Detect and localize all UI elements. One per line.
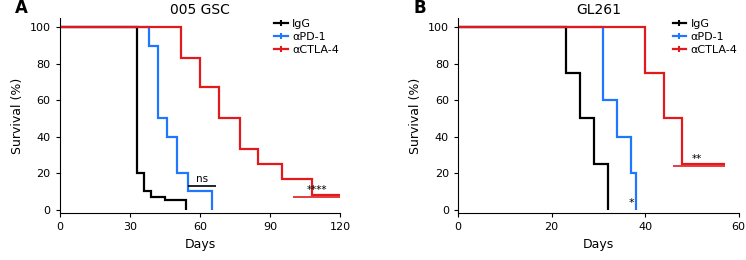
- Text: ****: ****: [307, 185, 327, 195]
- X-axis label: Days: Days: [583, 238, 614, 251]
- Text: *: *: [628, 198, 634, 208]
- Text: **: **: [692, 154, 701, 164]
- X-axis label: Days: Days: [184, 238, 216, 251]
- Title: 005 GSC: 005 GSC: [170, 3, 230, 17]
- Text: B: B: [413, 0, 426, 17]
- Y-axis label: Survival (%): Survival (%): [410, 77, 422, 154]
- Legend: IgG, αPD-1, αCTLA-4: IgG, αPD-1, αCTLA-4: [275, 19, 339, 55]
- Y-axis label: Survival (%): Survival (%): [11, 77, 24, 154]
- Text: A: A: [15, 0, 28, 17]
- Text: ns: ns: [196, 174, 208, 184]
- Title: GL261: GL261: [576, 3, 621, 17]
- Legend: IgG, αPD-1, αCTLA-4: IgG, αPD-1, αCTLA-4: [673, 19, 738, 55]
